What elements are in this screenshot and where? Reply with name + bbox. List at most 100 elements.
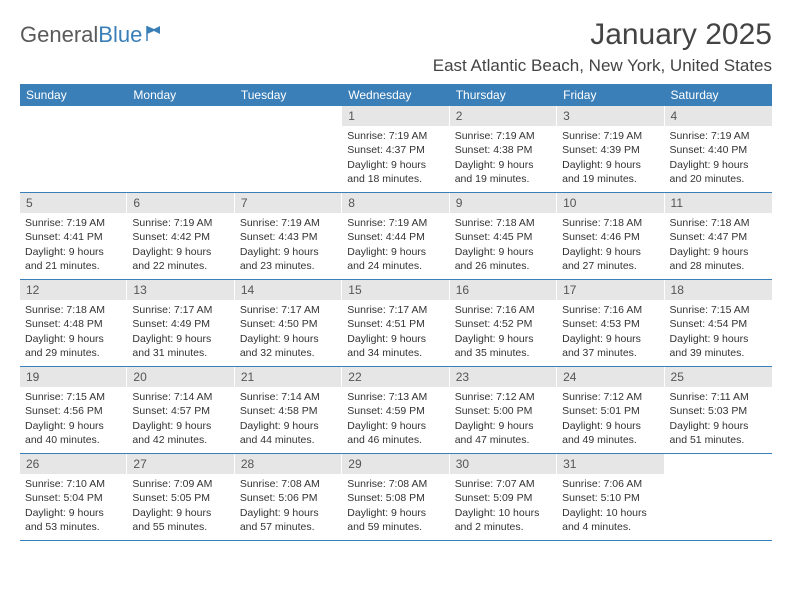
- day-number: 29: [342, 454, 449, 474]
- day-cell: 4Sunrise: 7:19 AMSunset: 4:40 PMDaylight…: [665, 106, 772, 192]
- sunset-text: Sunset: 4:57 PM: [132, 404, 229, 418]
- sunrise-text: Sunrise: 7:19 AM: [455, 129, 552, 143]
- day-body: Sunrise: 7:18 AMSunset: 4:46 PMDaylight:…: [557, 213, 664, 277]
- sunrise-text: Sunrise: 7:18 AM: [25, 303, 122, 317]
- logo: GeneralBlue: [20, 22, 172, 48]
- day-cell: 10Sunrise: 7:18 AMSunset: 4:46 PMDayligh…: [557, 193, 664, 279]
- daylight-text-1: Daylight: 9 hours: [562, 419, 659, 433]
- daylight-text-2: and 26 minutes.: [455, 259, 552, 273]
- sunrise-text: Sunrise: 7:06 AM: [562, 477, 659, 491]
- day-number: 15: [342, 280, 449, 300]
- day-body: Sunrise: 7:15 AMSunset: 4:54 PMDaylight:…: [665, 300, 772, 364]
- daylight-text-2: and 49 minutes.: [562, 433, 659, 447]
- sunset-text: Sunset: 5:00 PM: [455, 404, 552, 418]
- daylight-text-2: and 46 minutes.: [347, 433, 444, 447]
- daylight-text-1: Daylight: 9 hours: [670, 419, 767, 433]
- day-body: Sunrise: 7:19 AMSunset: 4:44 PMDaylight:…: [342, 213, 449, 277]
- daylight-text-2: and 39 minutes.: [670, 346, 767, 360]
- day-number: 5: [20, 193, 127, 213]
- day-number: 1: [342, 106, 449, 126]
- daylight-text-2: and 4 minutes.: [562, 520, 659, 534]
- sunset-text: Sunset: 5:04 PM: [25, 491, 122, 505]
- sunrise-text: Sunrise: 7:17 AM: [132, 303, 229, 317]
- sunset-text: Sunset: 4:46 PM: [562, 230, 659, 244]
- day-body: Sunrise: 7:14 AMSunset: 4:57 PMDaylight:…: [127, 387, 234, 451]
- sunrise-text: Sunrise: 7:08 AM: [240, 477, 337, 491]
- day-body: Sunrise: 7:17 AMSunset: 4:49 PMDaylight:…: [127, 300, 234, 364]
- daylight-text-2: and 55 minutes.: [132, 520, 229, 534]
- day-body: Sunrise: 7:12 AMSunset: 5:00 PMDaylight:…: [450, 387, 557, 451]
- week-row: 19Sunrise: 7:15 AMSunset: 4:56 PMDayligh…: [20, 367, 772, 454]
- daylight-text-1: Daylight: 9 hours: [562, 332, 659, 346]
- sunset-text: Sunset: 5:03 PM: [670, 404, 767, 418]
- day-number: 12: [20, 280, 127, 300]
- day-cell: 21Sunrise: 7:14 AMSunset: 4:58 PMDayligh…: [235, 367, 342, 453]
- day-cell: 25Sunrise: 7:11 AMSunset: 5:03 PMDayligh…: [665, 367, 772, 453]
- daylight-text-2: and 2 minutes.: [455, 520, 552, 534]
- day-cell: 30Sunrise: 7:07 AMSunset: 5:09 PMDayligh…: [450, 454, 557, 540]
- day-cell: 18Sunrise: 7:15 AMSunset: 4:54 PMDayligh…: [665, 280, 772, 366]
- sunset-text: Sunset: 4:38 PM: [455, 143, 552, 157]
- sunset-text: Sunset: 4:39 PM: [562, 143, 659, 157]
- sunrise-text: Sunrise: 7:12 AM: [455, 390, 552, 404]
- day-number: 10: [557, 193, 664, 213]
- day-number: 16: [450, 280, 557, 300]
- header: GeneralBlue January 2025 East Atlantic B…: [20, 18, 772, 76]
- day-cell: 19Sunrise: 7:15 AMSunset: 4:56 PMDayligh…: [20, 367, 127, 453]
- day-cell: [235, 106, 342, 192]
- day-body: Sunrise: 7:18 AMSunset: 4:47 PMDaylight:…: [665, 213, 772, 277]
- logo-text: GeneralBlue: [20, 22, 142, 48]
- sunset-text: Sunset: 4:56 PM: [25, 404, 122, 418]
- sunrise-text: Sunrise: 7:17 AM: [240, 303, 337, 317]
- daylight-text-2: and 47 minutes.: [455, 433, 552, 447]
- sunrise-text: Sunrise: 7:11 AM: [670, 390, 767, 404]
- sunset-text: Sunset: 4:51 PM: [347, 317, 444, 331]
- daylight-text-2: and 51 minutes.: [670, 433, 767, 447]
- day-body: Sunrise: 7:16 AMSunset: 4:53 PMDaylight:…: [557, 300, 664, 364]
- daylight-text-1: Daylight: 10 hours: [562, 506, 659, 520]
- day-number: 14: [235, 280, 342, 300]
- day-body: Sunrise: 7:17 AMSunset: 4:51 PMDaylight:…: [342, 300, 449, 364]
- sunset-text: Sunset: 4:58 PM: [240, 404, 337, 418]
- sunset-text: Sunset: 4:40 PM: [670, 143, 767, 157]
- sunrise-text: Sunrise: 7:19 AM: [347, 129, 444, 143]
- day-body: Sunrise: 7:19 AMSunset: 4:39 PMDaylight:…: [557, 126, 664, 190]
- sunset-text: Sunset: 5:09 PM: [455, 491, 552, 505]
- daylight-text-2: and 24 minutes.: [347, 259, 444, 273]
- weekday-header: Friday: [557, 84, 664, 106]
- weeks-container: 1Sunrise: 7:19 AMSunset: 4:37 PMDaylight…: [20, 106, 772, 541]
- daylight-text-1: Daylight: 9 hours: [455, 245, 552, 259]
- location: East Atlantic Beach, New York, United St…: [433, 56, 772, 76]
- sunrise-text: Sunrise: 7:09 AM: [132, 477, 229, 491]
- daylight-text-1: Daylight: 9 hours: [562, 245, 659, 259]
- sunrise-text: Sunrise: 7:19 AM: [25, 216, 122, 230]
- day-number: 18: [665, 280, 772, 300]
- day-body: Sunrise: 7:08 AMSunset: 5:08 PMDaylight:…: [342, 474, 449, 538]
- sunrise-text: Sunrise: 7:16 AM: [562, 303, 659, 317]
- daylight-text-2: and 31 minutes.: [132, 346, 229, 360]
- daylight-text-2: and 35 minutes.: [455, 346, 552, 360]
- daylight-text-1: Daylight: 9 hours: [670, 245, 767, 259]
- day-number: 26: [20, 454, 127, 474]
- day-cell: [20, 106, 127, 192]
- day-cell: 9Sunrise: 7:18 AMSunset: 4:45 PMDaylight…: [450, 193, 557, 279]
- daylight-text-1: Daylight: 9 hours: [347, 332, 444, 346]
- title-block: January 2025 East Atlantic Beach, New Yo…: [433, 18, 772, 76]
- day-number: 17: [557, 280, 664, 300]
- daylight-text-1: Daylight: 10 hours: [455, 506, 552, 520]
- daylight-text-2: and 42 minutes.: [132, 433, 229, 447]
- day-number: 9: [450, 193, 557, 213]
- day-body: Sunrise: 7:19 AMSunset: 4:40 PMDaylight:…: [665, 126, 772, 190]
- day-number: 27: [127, 454, 234, 474]
- day-body: Sunrise: 7:19 AMSunset: 4:41 PMDaylight:…: [20, 213, 127, 277]
- sunset-text: Sunset: 4:42 PM: [132, 230, 229, 244]
- day-body: Sunrise: 7:13 AMSunset: 4:59 PMDaylight:…: [342, 387, 449, 451]
- sunrise-text: Sunrise: 7:15 AM: [25, 390, 122, 404]
- day-cell: [127, 106, 234, 192]
- daylight-text-1: Daylight: 9 hours: [240, 245, 337, 259]
- day-cell: 6Sunrise: 7:19 AMSunset: 4:42 PMDaylight…: [127, 193, 234, 279]
- daylight-text-1: Daylight: 9 hours: [455, 332, 552, 346]
- week-row: 26Sunrise: 7:10 AMSunset: 5:04 PMDayligh…: [20, 454, 772, 541]
- day-number: 20: [127, 367, 234, 387]
- sunset-text: Sunset: 5:08 PM: [347, 491, 444, 505]
